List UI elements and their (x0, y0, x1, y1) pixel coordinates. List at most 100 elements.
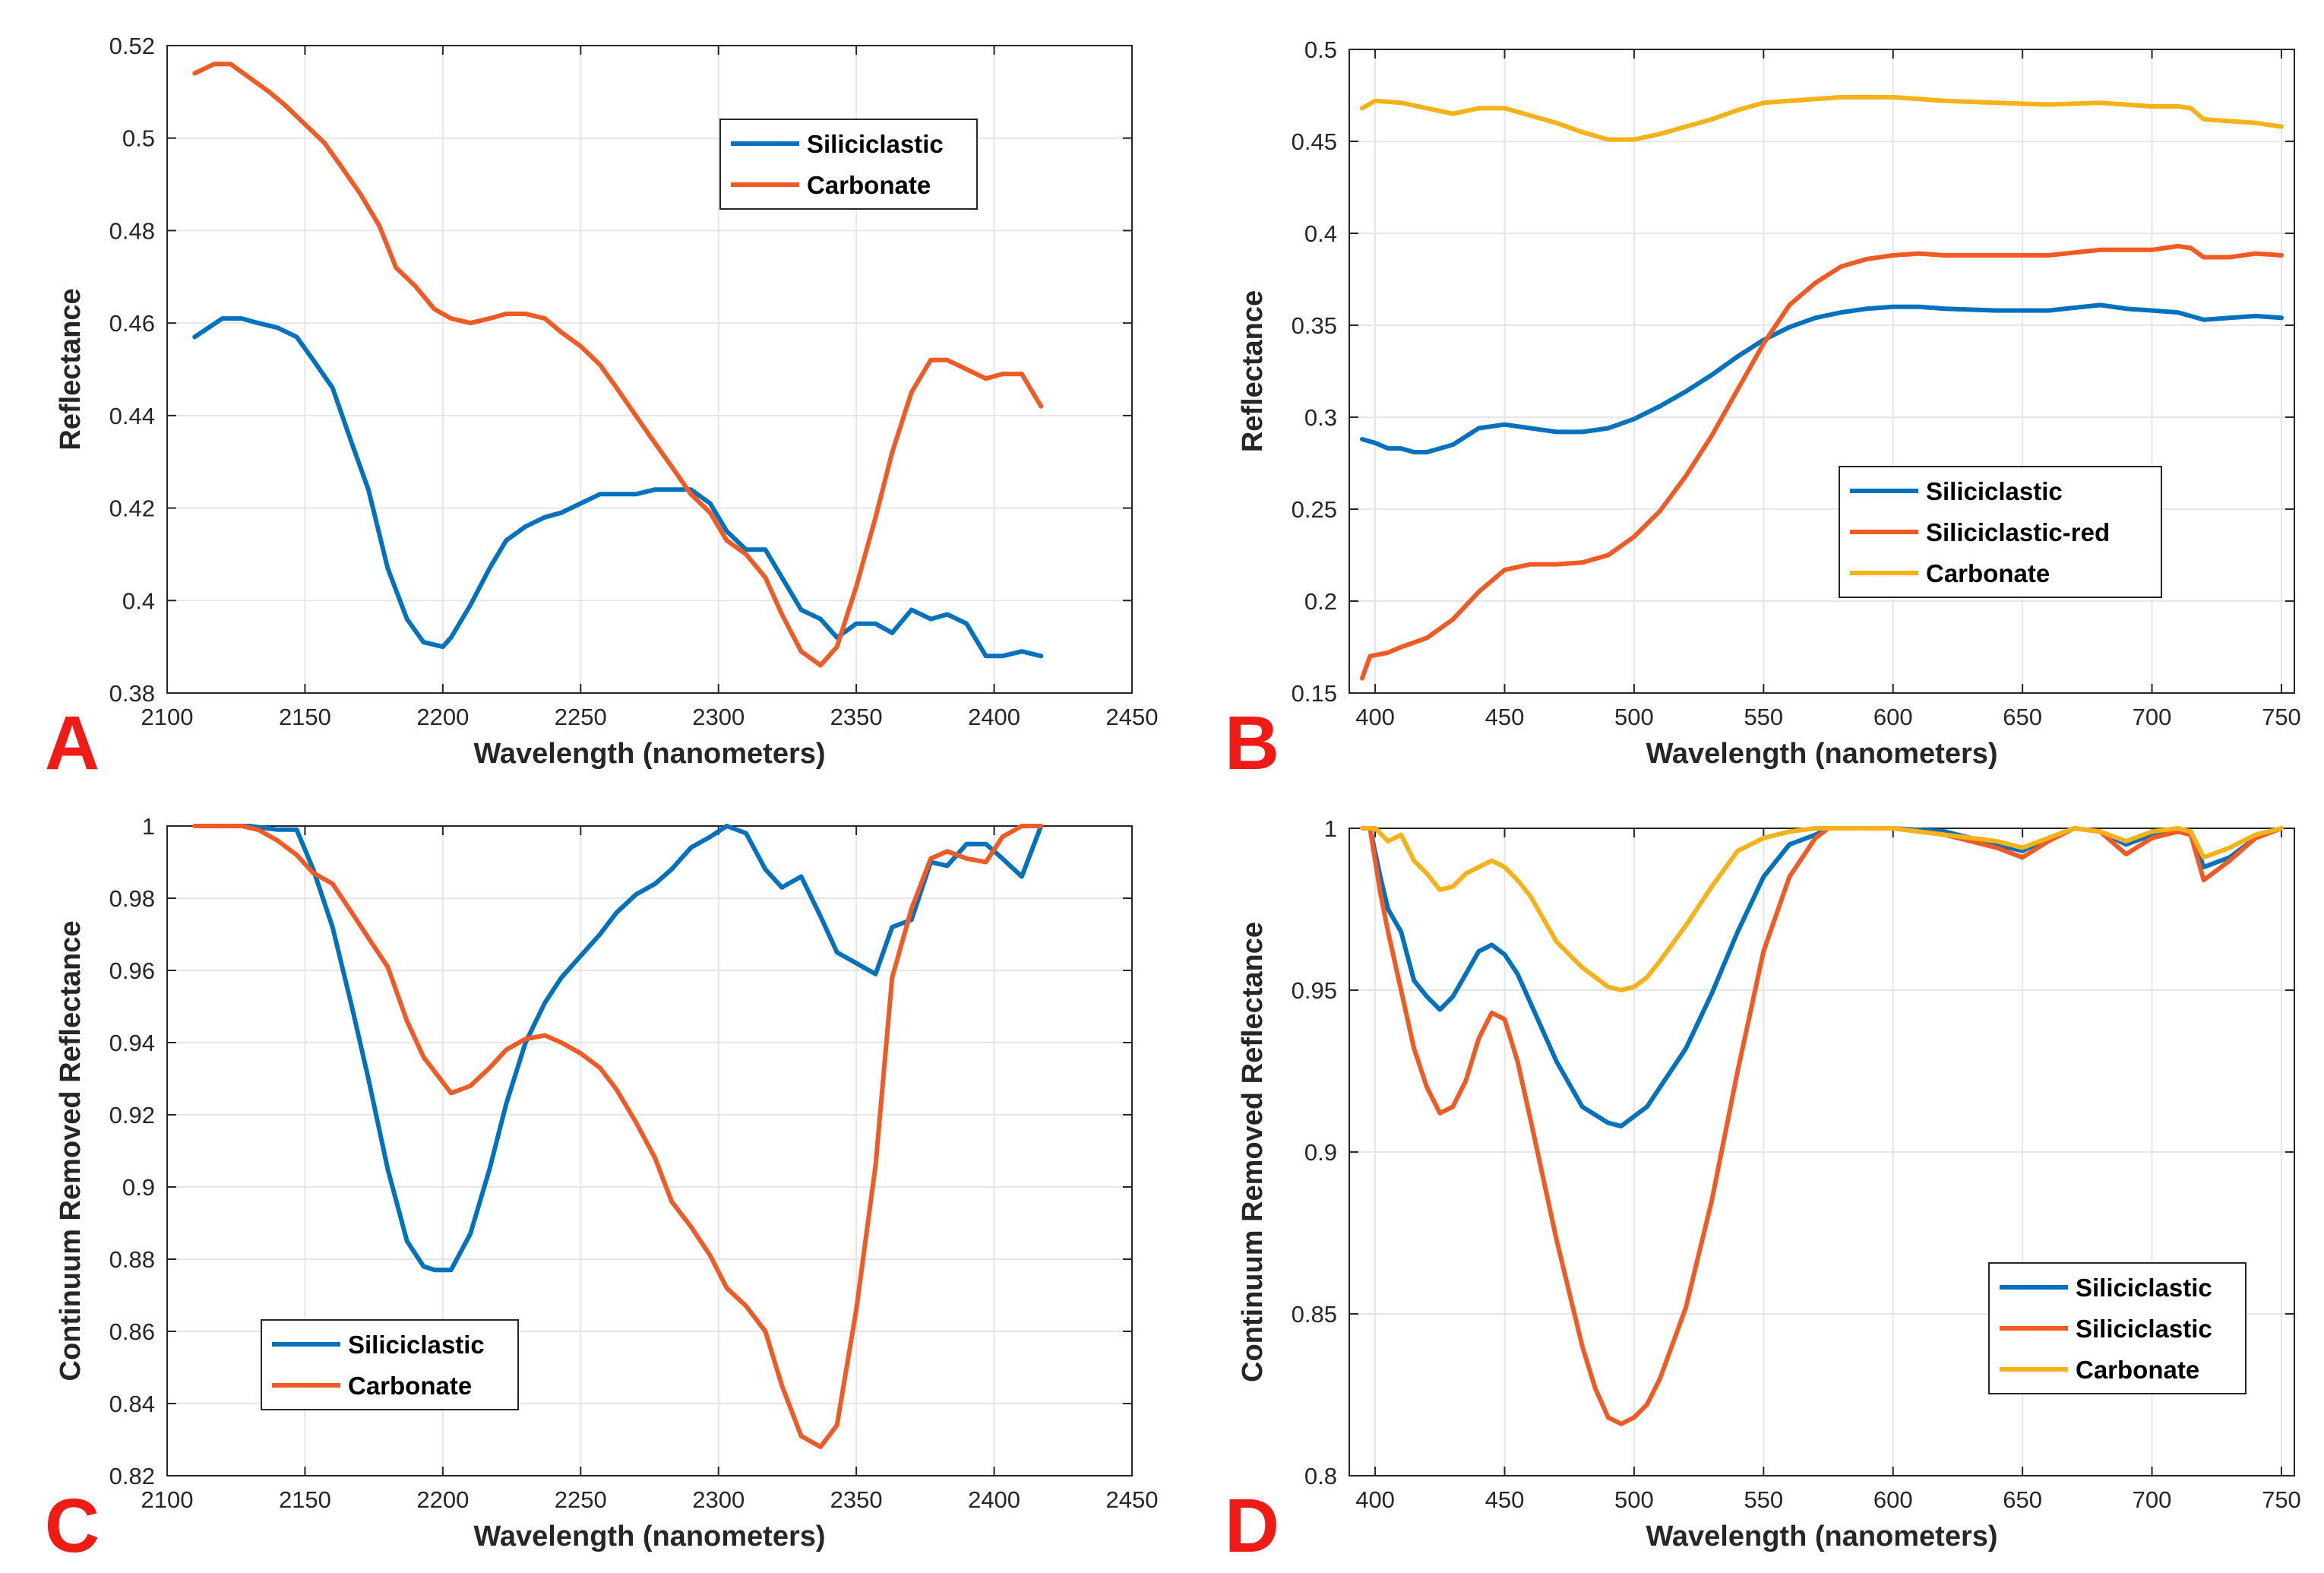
y-tick-label-c: 0.98 (109, 885, 155, 912)
y-axis-label-c: Continuum Removed Reflectance (55, 921, 87, 1382)
series-line-a-2 (192, 62, 1044, 668)
y-tick-label-c: 0.94 (109, 1030, 155, 1056)
x-tick-label-b: 400 (1355, 704, 1395, 730)
y-tick-label-b: 0.45 (1292, 128, 1337, 155)
y-tick-label-a: 0.38 (109, 680, 155, 707)
panel-b: 400 450 500 550 600 650 700 750 0.15 0.2 0.25 0.3 0.… (1225, 36, 2301, 786)
x-axis-label-b: Wavelength (nanometers) (1646, 738, 1997, 770)
y-tick-label-c: 0.86 (109, 1318, 155, 1345)
y-tick-label-a: 0.4 (122, 587, 155, 614)
x-tick-label-b: 550 (1744, 704, 1783, 730)
x-tick-label-a: 2250 (555, 704, 607, 730)
x-tick-label-b: 450 (1485, 704, 1525, 730)
legend-c: Siliciclastic Carbonate (261, 1319, 519, 1410)
series-line-c-2 (192, 824, 1044, 1449)
legend-label-a-1: Siliciclastic (807, 130, 944, 158)
y-tick-label-c: 0.96 (109, 957, 155, 984)
panel-letter-b: B (1225, 701, 1279, 786)
x-tick-label-a: 2400 (968, 704, 1020, 730)
x-tick-label-c: 2300 (692, 1486, 745, 1513)
y-tick-label-c: 0.84 (109, 1391, 155, 1417)
legend-label-b-1: Siliciclastic (1926, 477, 2063, 505)
panel-letter-c: C (45, 1483, 100, 1568)
y-tick-label-d: 0.9 (1304, 1139, 1337, 1166)
axes-box-b (1349, 49, 2295, 694)
series-line-b-2 (1360, 243, 2284, 681)
y-tick-label-d: 0.8 (1304, 1463, 1337, 1489)
x-tick-label-a: 2350 (830, 704, 883, 730)
x-axis-label-a: Wavelength (nanometers) (473, 738, 825, 770)
series-line-d-3 (1360, 826, 2284, 992)
legend-box-a (719, 119, 978, 210)
y-tick-label-b: 0.4 (1304, 220, 1337, 247)
y-tick-label-a: 0.48 (109, 217, 155, 244)
x-tick-label-b: 750 (2262, 704, 2301, 730)
panel-letter-d: D (1225, 1483, 1279, 1568)
x-axis-label-d: Wavelength (nanometers) (1646, 1521, 1997, 1552)
x-axis-label-c: Wavelength (nanometers) (473, 1521, 825, 1552)
x-tick-label-d: 650 (2003, 1486, 2042, 1513)
y-tick-label-c: 0.88 (109, 1246, 155, 1273)
series-line-a-1 (192, 316, 1044, 659)
legend-label-b-2: Siliciclastic-red (1926, 518, 2110, 546)
y-tick-label-b: 0.5 (1304, 36, 1337, 63)
y-axis-label-b: Reflectance (1237, 290, 1269, 452)
y-tick-label-c: 0.82 (109, 1463, 155, 1489)
y-tick-label-c: 0.92 (109, 1102, 155, 1128)
legend-label-d-3: Carbonate (2076, 1356, 2199, 1384)
series-line-d-1 (1368, 826, 2284, 1128)
y-tick-label-b: 0.2 (1304, 588, 1337, 615)
x-tick-label-d: 450 (1485, 1486, 1525, 1513)
legend-box-c (261, 1319, 519, 1410)
panel-c: 2100 2150 2200 2250 2300 2350 2400 2450 0.82 0.84… (45, 813, 1159, 1568)
legend-label-a-2: Carbonate (807, 171, 931, 199)
x-tick-label-c: 2200 (416, 1486, 469, 1513)
legend-label-b-3: Carbonate (1926, 559, 2050, 587)
legend-d: Siliciclastic Siliciclastic Carbonate (1988, 1262, 2247, 1394)
y-tick-label-c: 1 (142, 813, 155, 840)
x-tick-label-d: 750 (2262, 1486, 2301, 1513)
legend-b: Siliciclastic Siliciclastic-red Carbonate (1839, 466, 2162, 598)
y-axis-label-d: Continuum Removed Reflectance (1237, 922, 1269, 1382)
legend-label-c-1: Siliciclastic (348, 1331, 485, 1359)
legend-a: Siliciclastic Carbonate (719, 119, 978, 210)
x-tick-label-c: 2150 (279, 1486, 331, 1513)
panel-d: 400 450 500 550 600 650 700 750 0.8 0.85 0.9 0.95 1 W… (1225, 815, 2301, 1568)
x-tick-label-c: 2350 (830, 1486, 883, 1513)
x-tick-label-d: 500 (1614, 1486, 1654, 1513)
y-tick-label-b: 0.3 (1304, 404, 1337, 431)
series-line-d-2 (1368, 826, 2284, 1426)
axes-box-a (166, 45, 1133, 694)
x-tick-label-d: 700 (2133, 1486, 2172, 1513)
x-tick-label-a: 2450 (1106, 704, 1159, 730)
panel-letter-a: A (45, 701, 100, 786)
x-tick-label-d: 600 (1873, 1486, 1913, 1513)
x-tick-label-a: 2150 (279, 704, 331, 730)
y-tick-label-b: 0.15 (1292, 680, 1337, 707)
y-tick-label-a: 0.5 (122, 125, 155, 152)
x-tick-label-a: 2300 (692, 704, 745, 730)
axes-box-c (166, 825, 1133, 1476)
y-axis-label-a: Reflectance (55, 288, 87, 450)
y-tick-label-c: 0.9 (122, 1174, 155, 1201)
series-line-b-3 (1360, 94, 2284, 142)
x-tick-label-c: 2400 (968, 1486, 1020, 1513)
panel-a: 2100 2150 2200 2250 2300 2350 2400 2450 0.38 0.4 0… (45, 33, 1159, 786)
x-tick-label-d: 400 (1355, 1486, 1395, 1513)
x-tick-label-b: 700 (2133, 704, 2172, 730)
y-tick-label-d: 1 (1324, 815, 1337, 842)
x-tick-label-b: 650 (2003, 704, 2042, 730)
y-tick-label-b: 0.25 (1292, 496, 1337, 523)
legend-label-d-2: Siliciclastic (2076, 1315, 2212, 1343)
x-tick-label-b: 600 (1873, 704, 1913, 730)
x-tick-label-a: 2200 (416, 704, 469, 730)
y-tick-label-b: 0.35 (1292, 312, 1337, 339)
y-tick-label-a: 0.46 (109, 310, 155, 337)
y-tick-label-a: 0.42 (109, 495, 155, 522)
x-tick-label-b: 500 (1614, 704, 1654, 730)
x-tick-label-c: 2450 (1106, 1486, 1159, 1513)
legend-label-c-2: Carbonate (348, 1372, 472, 1400)
x-tick-label-c: 2100 (141, 1486, 194, 1513)
y-tick-label-a: 0.44 (109, 403, 155, 429)
